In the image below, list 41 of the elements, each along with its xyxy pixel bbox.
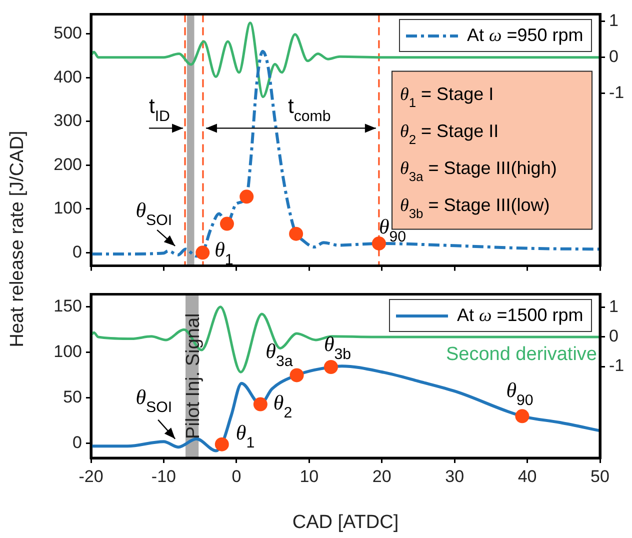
y-tick-label: 300: [54, 111, 82, 130]
point: [515, 409, 530, 424]
x-tick-label: -10: [151, 466, 176, 486]
point: [289, 226, 304, 241]
y-tick-label: 150: [54, 296, 82, 316]
y-tick-label: 0: [72, 433, 82, 452]
y-tick-label: 100: [54, 198, 82, 218]
text: Second derivative: [446, 344, 598, 365]
point: [214, 437, 229, 452]
x-tick-label: 0: [232, 466, 242, 486]
x-tick-label: 10: [300, 466, 319, 486]
y2-tick-label: 1: [609, 11, 618, 30]
y-axis-title: Heat release rate [J/CAD]: [7, 130, 29, 350]
y-tick-label: 50: [63, 388, 82, 407]
x-tick-label: 50: [590, 466, 610, 486]
point: [290, 368, 304, 382]
y2-tick-label: 1: [609, 297, 618, 316]
point: [253, 397, 268, 412]
legend-label: At ω =1500 rpm: [457, 305, 584, 326]
point: [324, 360, 338, 374]
x-axis-title: CAD [ATDC]: [292, 512, 399, 533]
point: [220, 216, 234, 231]
point: [196, 246, 210, 260]
x-tick-label: 40: [518, 466, 537, 486]
y-tick-label: 0: [72, 242, 82, 262]
y-tick-label: 500: [54, 24, 82, 43]
y2-tick-label: -1: [609, 356, 624, 376]
y2-tick-label: 0: [609, 47, 618, 66]
y2-tick-label: -1: [609, 82, 624, 102]
y-tick-label: 400: [54, 67, 82, 86]
y2-tick-label: 0: [609, 326, 618, 346]
y-tick-label: 200: [54, 154, 82, 174]
legend-label: At ω =950 rpm: [467, 25, 584, 46]
x-tick-label: 30: [445, 466, 464, 486]
line-series: [91, 306, 600, 374]
x-tick-label: 20: [372, 466, 392, 486]
point: [372, 236, 386, 250]
text: Pilot Inj. Signal: [183, 313, 204, 439]
y-tick-label: 100: [54, 342, 82, 362]
point: [240, 190, 254, 204]
x-tick-label: -20: [78, 466, 104, 486]
